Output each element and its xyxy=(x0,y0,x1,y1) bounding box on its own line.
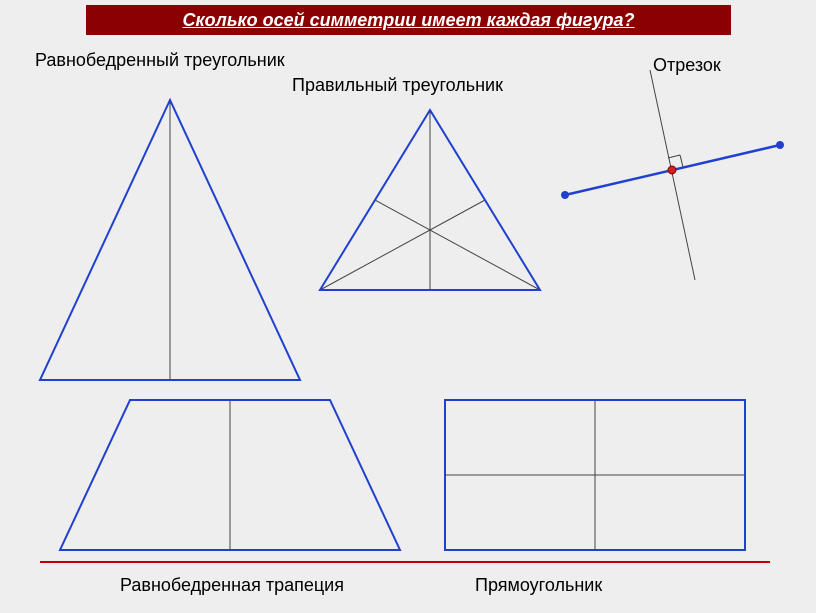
symmetry-axis xyxy=(320,200,485,290)
symmetry-axis xyxy=(375,200,540,290)
label-trapezoid: Равнобедренная трапеция xyxy=(120,575,344,596)
label-equilateral-triangle: Правильный треугольник xyxy=(292,75,503,96)
segment-figure xyxy=(555,80,790,300)
equilateral-triangle-figure xyxy=(320,110,540,295)
perp-mark xyxy=(680,155,683,167)
rectangle-figure xyxy=(445,400,745,550)
label-segment: Отрезок xyxy=(653,55,721,76)
underline-separator xyxy=(40,561,770,563)
midpoint xyxy=(668,166,676,174)
trapezoid-figure xyxy=(60,400,400,550)
endpoint xyxy=(561,191,569,199)
endpoint xyxy=(776,141,784,149)
label-isosceles-triangle: Равнобедренный треугольник xyxy=(35,50,285,71)
label-rectangle: Прямоугольник xyxy=(475,575,602,596)
isosceles-triangle-figure xyxy=(40,100,300,380)
symmetry-axis xyxy=(650,70,695,280)
page-title: Сколько осей симметрии имеет каждая фигу… xyxy=(86,5,731,35)
perp-mark xyxy=(668,155,680,158)
